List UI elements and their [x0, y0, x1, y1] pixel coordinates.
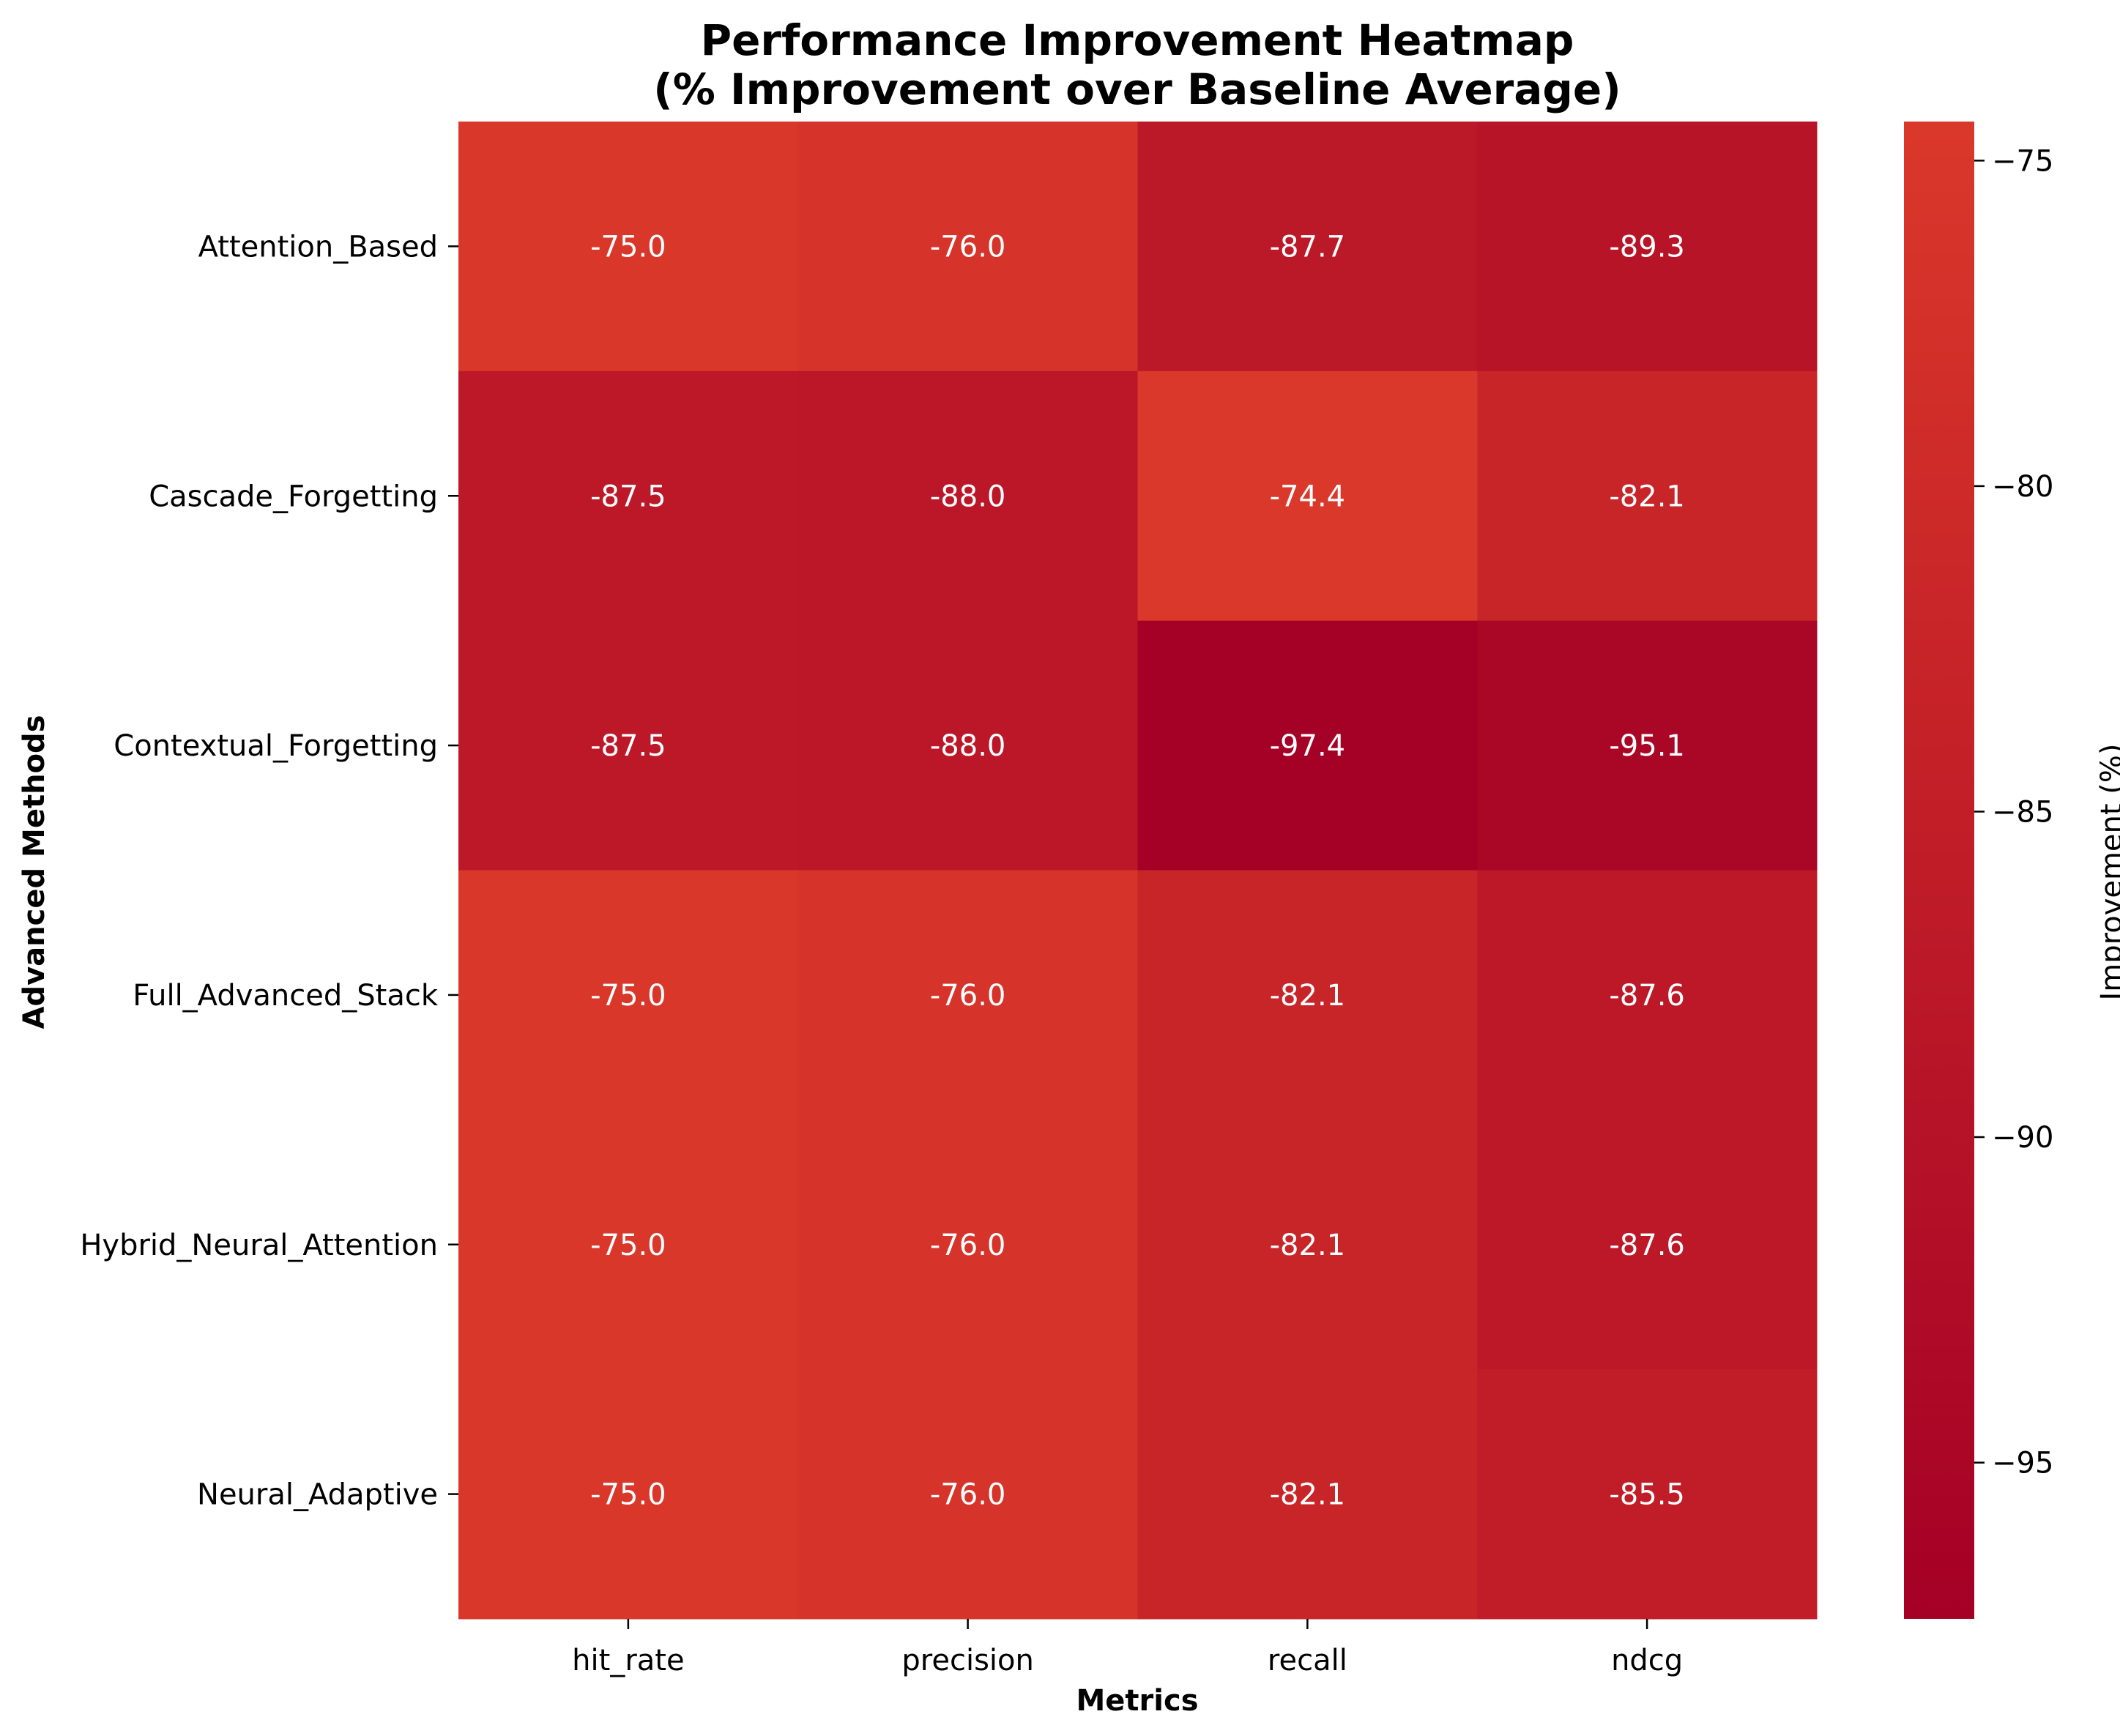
colorbar-title: Improvement (%) — [2095, 743, 2120, 1000]
y-tick-label: Cascade_Forgetting — [149, 480, 438, 513]
x-axis-ticks: hit_rate precision recall ndcg — [572, 1619, 1683, 1677]
cell-value-label: -76.0 — [930, 1229, 1006, 1262]
heatmap-cell — [1137, 370, 1478, 622]
heatmap-cells — [458, 122, 1818, 1620]
cell-value-label: -76.0 — [930, 230, 1006, 264]
heatmap-cell — [797, 122, 1138, 372]
y-tick-label: Neural_Adaptive — [197, 1478, 438, 1512]
heatmap-cell — [797, 1120, 1138, 1370]
cell-value-label: -82.1 — [1270, 1478, 1346, 1512]
cell-value-label: -89.3 — [1609, 230, 1685, 264]
heatmap-cell — [458, 122, 799, 372]
heatmap-cell — [458, 620, 799, 871]
x-tick-label: precision — [901, 1644, 1033, 1677]
y-tick-label: Hybrid_Neural_Attention — [80, 1229, 438, 1262]
heatmap-cell — [1477, 370, 1818, 622]
x-tick-label: ndcg — [1611, 1644, 1683, 1677]
heatmap-cell — [1137, 870, 1478, 1120]
heatmap-cell — [797, 870, 1138, 1120]
cell-value-label: -76.0 — [930, 979, 1006, 1013]
y-tick-label: Contextual_Forgetting — [114, 729, 438, 763]
cell-value-label: -75.0 — [590, 1229, 666, 1262]
heatmap-cell — [1137, 1120, 1478, 1370]
cell-value-label: -97.4 — [1270, 729, 1346, 763]
heatmap-cell — [1137, 620, 1478, 871]
cell-value-label: -88.0 — [930, 729, 1006, 763]
heatmap-cell — [458, 1120, 799, 1370]
heatmap-cell — [1477, 122, 1818, 372]
colorbar-tick-label: −85 — [1992, 795, 2053, 829]
cell-value-label: -87.6 — [1609, 979, 1685, 1013]
heatmap-cell — [797, 370, 1138, 622]
cell-value-label: -85.5 — [1609, 1478, 1685, 1512]
cell-value-label: -87.7 — [1270, 230, 1346, 264]
heatmap-cell-labels: -75.0 -76.0 -87.7 -89.3 -87.5 -88.0 -74.4 -82.1… — [590, 230, 1685, 1511]
cell-value-label: -82.1 — [1270, 1229, 1346, 1262]
cell-value-label: -75.0 — [590, 230, 666, 264]
cell-value-label: -74.4 — [1270, 480, 1346, 513]
chart-title-line-2: (% Improvement over Baseline Average) — [653, 64, 1621, 114]
y-tick-label: Full_Advanced_Stack — [133, 979, 439, 1013]
x-tick-label: hit_rate — [572, 1644, 684, 1677]
x-tick-label: recall — [1268, 1644, 1347, 1677]
heatmap-cell — [1137, 122, 1478, 372]
heatmap-cell — [1137, 1369, 1478, 1620]
cell-value-label: -75.0 — [590, 1478, 666, 1512]
colorbar — [1904, 122, 1974, 1619]
cell-value-label: -76.0 — [930, 1478, 1006, 1512]
colorbar-tick-label: −75 — [1992, 144, 2053, 178]
chart-title-line-1: Performance Improvement Heatmap — [701, 15, 1574, 65]
cell-value-label: -87.5 — [590, 480, 666, 513]
heatmap-cell — [1477, 870, 1818, 1120]
y-axis-title: Advanced Methods — [18, 715, 51, 1029]
y-axis-ticks: Attention_Based Cascade_Forgetting Context… — [80, 230, 458, 1512]
heatmap-cell — [797, 1369, 1138, 1620]
cell-value-label: -95.1 — [1609, 729, 1685, 763]
heatmap-cell — [1477, 1120, 1818, 1370]
heatmap-cell — [458, 370, 799, 622]
heatmap-cell — [1477, 1369, 1818, 1620]
colorbar-tick-label: −90 — [1992, 1121, 2053, 1155]
heatmap-cell — [1477, 620, 1818, 871]
cell-value-label: -87.6 — [1609, 1229, 1685, 1262]
heatmap-cell — [458, 870, 799, 1120]
cell-value-label: -87.5 — [590, 729, 666, 763]
x-axis-title: Metrics — [1076, 1684, 1198, 1718]
cell-value-label: -82.1 — [1270, 979, 1346, 1013]
heatmap-cell — [458, 1369, 799, 1620]
cell-value-label: -82.1 — [1609, 480, 1685, 513]
colorbar-ticks: −75 −80 −85 −90 −95 — [1974, 144, 2053, 1480]
cell-value-label: -75.0 — [590, 979, 666, 1013]
cell-value-label: -88.0 — [930, 480, 1006, 513]
heatmap-cell — [797, 620, 1138, 871]
colorbar-tick-label: −95 — [1992, 1447, 2053, 1480]
y-tick-label: Attention_Based — [198, 230, 438, 264]
colorbar-tick-label: −80 — [1992, 470, 2053, 504]
